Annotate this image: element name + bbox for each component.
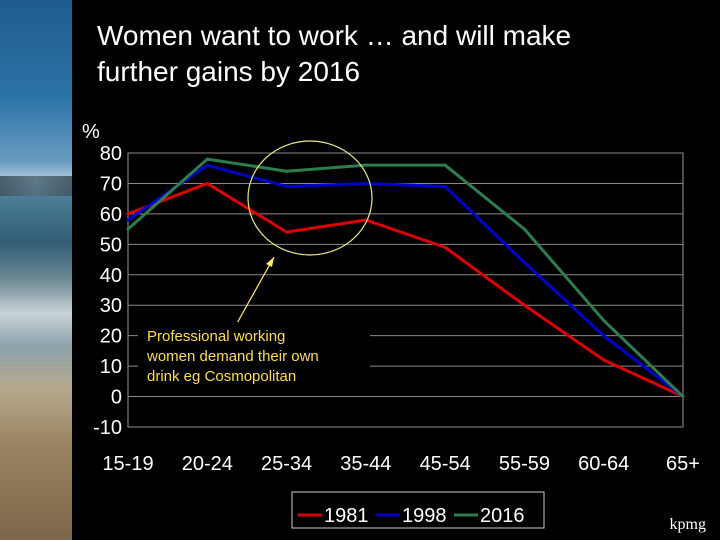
x-axis-ticks: 15-19 20-24 25-34 35-44 45-54 55-59 60-64 65+ — [102, 453, 700, 475]
data-point-2016 — [522, 227, 526, 231]
series-line-1998 — [127, 163, 684, 398]
legend-label-2016: 2016 — [480, 505, 525, 527]
y-tick-label: 80 — [100, 143, 122, 165]
data-point-2016 — [285, 169, 289, 173]
annotation-arrow-head — [266, 257, 274, 267]
x-tick-label: 35-44 — [340, 453, 391, 475]
y-tick-label: 60 — [100, 204, 122, 226]
chart-grid — [127, 152, 684, 428]
legend-label-1981: 1981 — [324, 505, 369, 527]
chart-series — [126, 157, 685, 399]
data-point-1981 — [522, 303, 526, 307]
annotation-arrow-line — [235, 256, 275, 326]
y-tick-label: 0 — [111, 387, 122, 409]
data-point-2016 — [681, 395, 685, 399]
data-point-2016 — [602, 318, 606, 322]
y-axis-ticks: 80 70 60 50 40 30 20 10 0 -10 — [93, 143, 122, 439]
data-point-2016 — [443, 163, 447, 167]
x-tick-label: 65+ — [666, 453, 700, 475]
slide-title-line-2: further gains by 2016 — [97, 56, 361, 87]
annotation-box — [138, 322, 370, 384]
y-tick-label: 10 — [100, 356, 122, 378]
legend-label-1998: 1998 — [402, 505, 447, 527]
slide-title: Women want to work … and will make furth… — [97, 18, 697, 90]
highlight-circle — [247, 140, 373, 256]
y-tick-label: -10 — [93, 417, 122, 439]
data-point-1998 — [443, 184, 447, 188]
y-axis-label: % — [82, 121, 100, 143]
data-point-1998 — [285, 184, 289, 188]
data-point-1981 — [126, 212, 130, 216]
y-tick-label: 50 — [100, 234, 122, 256]
annotation-text: Professional working women demand their … — [146, 328, 323, 385]
data-point-1981 — [205, 181, 209, 185]
x-tick-label: 55-59 — [499, 453, 550, 475]
data-point-1981 — [443, 245, 447, 249]
x-tick-label: 45-54 — [420, 453, 471, 475]
legend: 1981 1998 2016 — [298, 505, 525, 527]
data-point-1998 — [205, 163, 209, 167]
x-tick-label: 60-64 — [578, 453, 629, 475]
side-photo-strip — [0, 0, 72, 540]
y-tick-label: 20 — [100, 326, 122, 348]
data-point-1998 — [364, 181, 368, 185]
data-point-2016 — [364, 163, 368, 167]
series-line-1981 — [127, 181, 684, 398]
annotation-line-2: women demand their own — [146, 348, 319, 365]
data-point-1998 — [126, 218, 130, 222]
slide-title-line-1: Women want to work … and will make — [97, 20, 572, 51]
kpmg-logo: kpmg — [669, 516, 706, 533]
data-point-1981 — [602, 358, 606, 362]
y-tick-label: 30 — [100, 295, 122, 317]
annotation-line-3: drink eg Cosmopolitan — [147, 368, 296, 385]
plot-frame — [127, 152, 684, 428]
data-point-1998 — [602, 334, 606, 338]
data-point-1998 — [522, 261, 526, 265]
x-tick-label: 20-24 — [182, 453, 233, 475]
x-tick-label: 25-34 — [261, 453, 312, 475]
x-tick-label: 15-19 — [102, 453, 153, 475]
data-point-2016 — [126, 227, 130, 231]
data-point-1981 — [285, 230, 289, 234]
data-point-2016 — [205, 157, 209, 161]
series-line-2016 — [127, 157, 685, 398]
annotation-line-1: Professional working — [147, 328, 285, 345]
y-tick-label: 40 — [100, 265, 122, 287]
legend-box — [291, 491, 545, 529]
y-tick-label: 70 — [100, 173, 122, 195]
